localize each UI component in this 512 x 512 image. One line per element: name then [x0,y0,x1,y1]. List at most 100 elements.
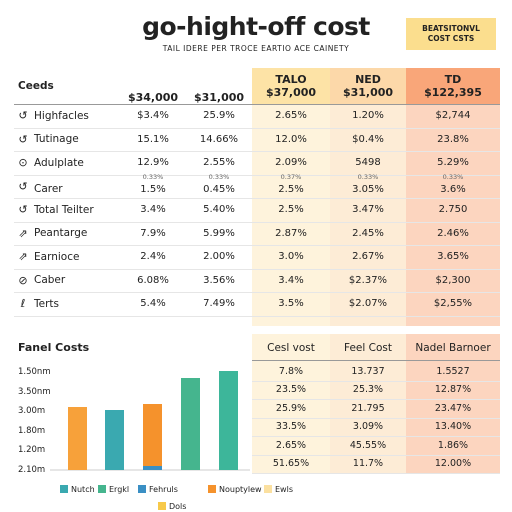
cell-value: 23.8% [437,133,469,145]
row-icon: ↺ [18,203,28,217]
axis-label: 3.50nm [18,386,51,397]
sub-value: 0.37% [280,172,302,181]
row-icon: ⊙ [18,156,28,170]
row-icon: ↺ [18,132,28,146]
badge: BEATSITONVL COST CSTS [406,18,496,50]
cell-value: 0.45% [203,183,235,195]
cost-value: 25.3% [352,384,384,396]
col-bg [406,334,500,474]
row-divider [14,315,500,317]
header-text: TALO [275,73,307,86]
cell-value: 2.4% [140,251,166,263]
row-divider [14,127,500,129]
col-bg [330,68,406,326]
cost-value: 2.65% [275,439,307,451]
bar [219,371,238,470]
col-bg [252,68,330,326]
legend-swatch [138,485,146,493]
cell-value: 3.56% [203,274,235,286]
row-label: Earnioce [34,250,80,263]
row-label: Carer [34,183,63,196]
sub-value: 0.33% [357,172,379,181]
row-label: Caber [34,274,66,287]
header-text: $122,395 [424,86,482,99]
bar [181,378,200,470]
row-divider [14,151,500,152]
cost-value: 13.737 [351,365,385,377]
cell-value: 3.65% [437,251,469,263]
cell-value: 12.0% [275,133,307,145]
column-header: $31,000 [186,68,252,110]
row-divider [14,174,500,176]
row-icon: ↺ [18,179,28,193]
panel-title: Fanel Costs [18,341,90,354]
cost-value: 33.5% [275,421,307,433]
subtitle: TAIL IDERE PER TROCE EARTIO ACE CAINETY [162,44,350,53]
cost-value: 25.9% [275,402,307,414]
row-icon: ⇗ [18,226,28,240]
badge-line: COST CSTS [427,34,475,43]
row-divider [252,417,500,419]
bar [143,466,162,470]
cell-value: $2.37% [348,274,388,286]
row-divider [14,221,500,223]
legend-swatch [208,485,216,493]
column-header: NED $31,000 [330,68,406,104]
header-text: $31,000 [342,86,394,99]
column-header: $34,000 [120,68,186,110]
axis-label: 1.50nm [18,367,51,377]
row-divider [252,436,500,437]
row-label: Highfacles [34,109,89,122]
cell-value: 1.5% [140,183,166,195]
cell-value: 1.20% [352,110,384,122]
panel-chart [50,371,250,471]
legend-label: Ergkl [109,484,130,494]
sub-value: 0.33% [442,172,464,181]
cell-value: $2,744 [435,110,471,122]
row-label: Adulplate [34,156,84,169]
cost-value: 11.7% [352,458,384,470]
cell-value: 2.5% [278,204,304,216]
row-divider [14,245,500,246]
col-head-bg [330,68,406,104]
row-label: Peantarge [34,227,88,240]
cell-value: 3.05% [352,183,384,195]
bar [105,410,124,470]
cell-value: 2.09% [275,157,307,169]
bar [68,407,87,470]
cell-value: 5.4% [140,298,166,310]
cell-value: 7.9% [140,227,166,239]
column-header: TD $122,395 [406,68,500,104]
cell-value: 2.750 [438,204,468,216]
column-header: TALO $37,000 [252,68,330,104]
cost-value: 3.09% [352,421,384,433]
legend-label: Nouptylew [219,484,262,494]
col-head-bg [252,68,330,104]
header-text: Ceeds [18,79,54,92]
legend-label: Ewls [275,484,293,494]
row-divider [252,473,500,474]
row-icon: ↺ [18,109,28,123]
cell-value: 2.87% [275,227,307,239]
bar [143,404,162,470]
cost-value: 51.65% [272,458,310,470]
col-bg [406,68,500,326]
row-divider [252,399,500,400]
col-head-bg [406,68,500,104]
row-divider [14,268,500,270]
cell-value: 2.67% [352,251,384,263]
legend-swatch [264,485,272,493]
cell-value: 15.1% [137,133,169,145]
cell-value: $2,55% [433,298,473,310]
cell-value: 3.5% [278,298,304,310]
cell-value: 5498 [355,157,381,169]
col-bg [252,334,330,474]
legend-label: Fehruls [149,484,178,494]
cell-value: 3.4% [140,204,166,216]
row-divider [14,292,500,293]
cost-value: 12.87% [434,384,472,396]
cost-value: 7.8% [278,365,304,377]
row-icon: ℓ [20,297,26,311]
cell-value: 3.0% [278,251,304,263]
